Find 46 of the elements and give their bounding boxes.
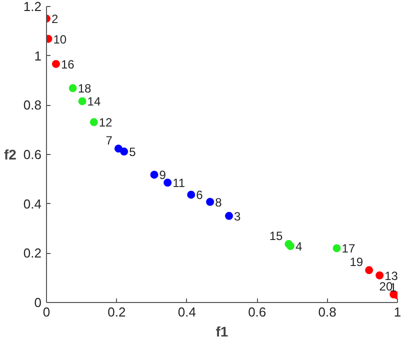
annotation: 15 bbox=[269, 229, 284, 244]
y-tick-label: 0 bbox=[34, 295, 42, 310]
y-tick-label: 0.6 bbox=[23, 147, 42, 162]
annotation: 7 bbox=[106, 134, 113, 148]
x-tick-label: 0.4 bbox=[178, 304, 196, 320]
y-tick-label: 1 bbox=[34, 48, 42, 64]
point bbox=[365, 266, 374, 274]
x-tick-label: 1 bbox=[394, 304, 402, 320]
annotation: 3 bbox=[234, 209, 242, 224]
point bbox=[90, 118, 98, 126]
annotation: 14 bbox=[87, 94, 101, 109]
point bbox=[332, 244, 341, 252]
annotation: 2 bbox=[52, 12, 58, 26]
point bbox=[164, 178, 172, 187]
point bbox=[52, 60, 60, 68]
point bbox=[114, 144, 122, 153]
point bbox=[78, 97, 86, 106]
annotation: 8 bbox=[215, 195, 222, 210]
point bbox=[150, 170, 158, 179]
point bbox=[187, 190, 196, 199]
annotation: 9 bbox=[159, 168, 166, 182]
y-tick-label: 1.2 bbox=[23, 0, 42, 14]
annotation: 17 bbox=[342, 242, 356, 256]
x-tick-label: 0.6 bbox=[248, 304, 266, 320]
annotation: 13 bbox=[384, 268, 398, 283]
y-tick-label: 0.8 bbox=[23, 98, 42, 113]
annotation: 16 bbox=[60, 57, 75, 72]
annotation: 19 bbox=[350, 255, 364, 270]
point bbox=[206, 198, 214, 206]
y-tick-label: 0.2 bbox=[23, 246, 42, 261]
y-tick-label: 0.4 bbox=[23, 196, 42, 212]
point bbox=[225, 212, 234, 220]
annotation: 6 bbox=[196, 188, 204, 202]
x-axis-title: f1 bbox=[216, 324, 228, 340]
x-tick-label: 0.2 bbox=[108, 304, 126, 320]
annotation: 12 bbox=[98, 116, 113, 130]
annotation: 4 bbox=[295, 240, 302, 254]
annotation: 11 bbox=[172, 176, 186, 190]
point bbox=[120, 148, 128, 156]
x-tick-label: 0.8 bbox=[318, 304, 336, 320]
annotation: 10 bbox=[53, 32, 67, 46]
y-axis-title: f2 bbox=[4, 146, 17, 162]
point bbox=[68, 84, 77, 92]
annotation: 18 bbox=[78, 82, 92, 96]
annotation: 5 bbox=[129, 145, 136, 160]
point bbox=[376, 271, 384, 280]
